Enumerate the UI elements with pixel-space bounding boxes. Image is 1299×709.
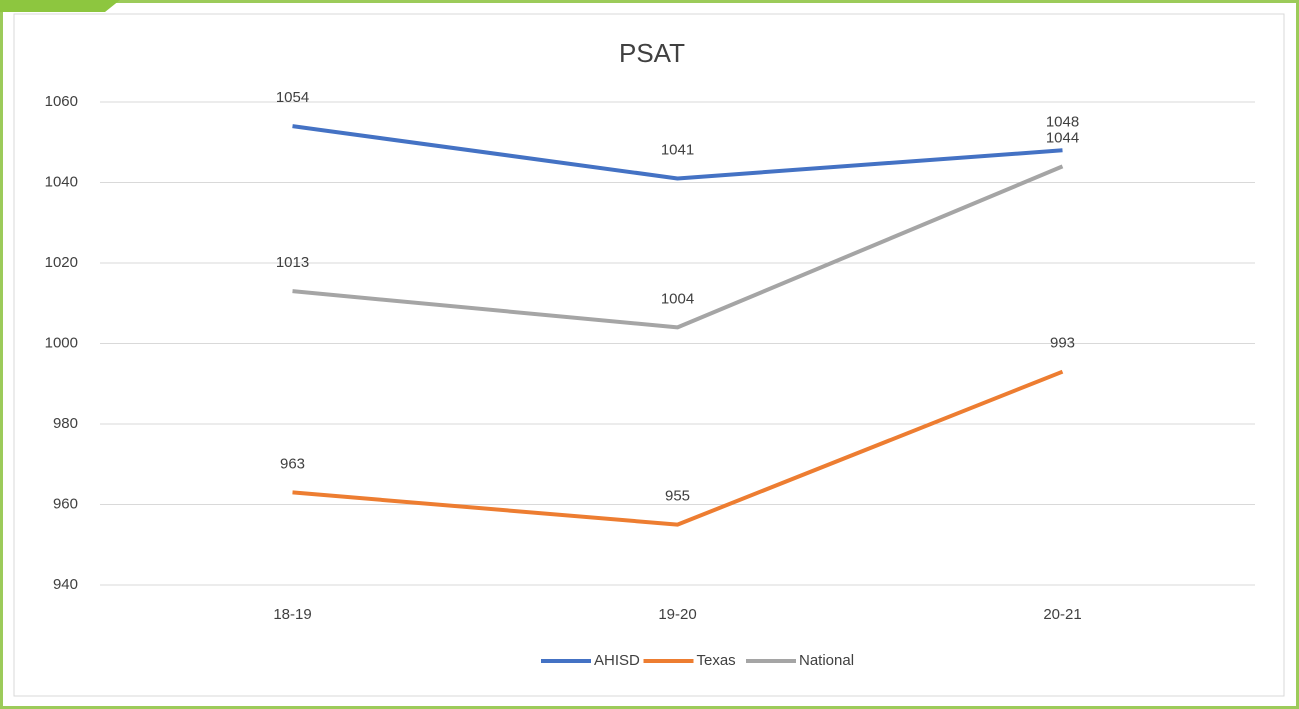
data-label: 963 [280, 455, 305, 472]
y-tick-label: 1020 [45, 254, 78, 271]
series-line [292, 369, 1064, 527]
data-label: 993 [1050, 335, 1075, 352]
y-tick-label: 1000 [45, 334, 78, 351]
y-tick-label: 1040 [45, 173, 78, 190]
data-label: 1004 [661, 290, 694, 307]
data-label: 1048 [1046, 113, 1079, 130]
data-label: 1013 [276, 254, 309, 271]
y-tick-label: 960 [53, 495, 78, 512]
series-line [292, 124, 1063, 181]
data-label: 1041 [661, 141, 694, 158]
y-tick-label: 980 [53, 415, 78, 432]
y-tick-label: 940 [53, 576, 78, 593]
x-tick-label: 20-21 [1043, 606, 1081, 623]
data-label: 1054 [276, 89, 309, 106]
chart-title: PSAT [619, 38, 685, 68]
x-tick-label: 18-19 [273, 606, 311, 623]
series-line [292, 164, 1064, 330]
legend-label: Texas [697, 652, 736, 669]
data-label: 955 [665, 488, 690, 505]
x-tick-label: 19-20 [658, 606, 696, 623]
y-tick-label: 1060 [45, 93, 78, 110]
legend-label: AHISD [594, 652, 640, 669]
legend-label: National [799, 652, 854, 669]
chart-area [13, 13, 1285, 697]
data-label: 1044 [1046, 129, 1079, 146]
frame-tab [0, 0, 120, 12]
